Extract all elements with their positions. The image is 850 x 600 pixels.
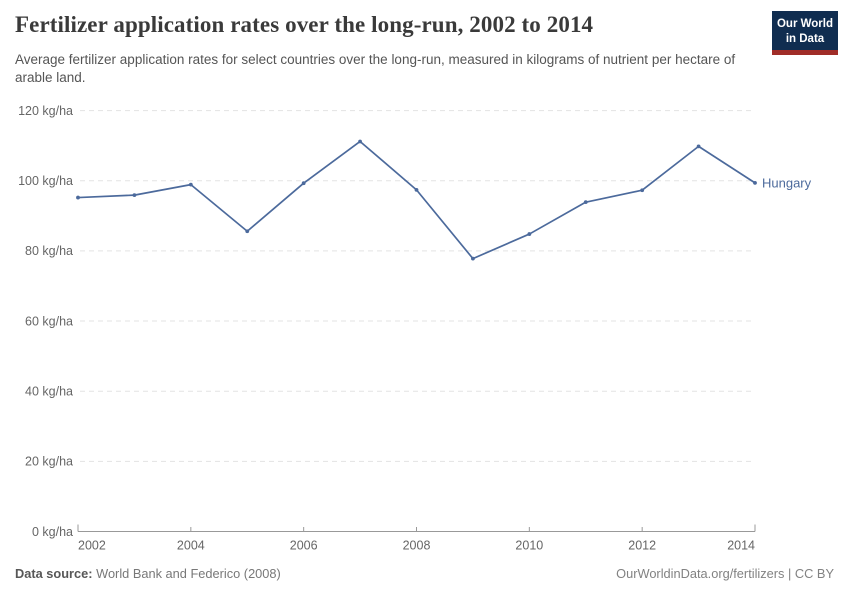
- chart-footer: Data source: World Bank and Federico (20…: [15, 566, 834, 581]
- owid-logo-line1: Our World: [776, 18, 833, 30]
- data-source: Data source: World Bank and Federico (20…: [15, 566, 281, 581]
- page-title: Fertilizer application rates over the lo…: [15, 12, 594, 37]
- owid-logo[interactable]: Our World in Data: [772, 11, 838, 56]
- data-point[interactable]: [753, 180, 757, 185]
- data-point[interactable]: [471, 256, 475, 261]
- data-source-text: World Bank and Federico (2008): [96, 566, 281, 581]
- chart-subtitle: Average fertilizer application rates for…: [15, 52, 736, 85]
- x-axis-tick-label: 2010: [515, 539, 543, 553]
- data-point[interactable]: [132, 193, 137, 198]
- data-line-hungary[interactable]: [77, 140, 756, 260]
- data-point[interactable]: [358, 139, 362, 144]
- x-axis-tick-label: 2006: [290, 539, 318, 553]
- y-axis-tick-label: 80 kg/ha: [25, 244, 73, 258]
- x-axis-tick-label: 2008: [403, 539, 431, 553]
- y-axis-tick-label: 100 kg/ha: [18, 174, 73, 188]
- x-axis-tick-label: 2002: [78, 539, 106, 553]
- data-source-label: Data source:: [15, 566, 93, 581]
- data-point[interactable]: [414, 187, 419, 192]
- x-axis-tick-label: 2012: [628, 539, 656, 553]
- data-point[interactable]: [245, 229, 250, 234]
- owid-logo-line2: in Data: [785, 32, 825, 45]
- x-axis-tick-label: 2014: [727, 539, 755, 553]
- x-axis-tick-label: 2004: [177, 539, 205, 553]
- credit-link[interactable]: OurWorldinData.org/fertilizers | CC BY: [616, 566, 834, 581]
- data-point[interactable]: [696, 144, 701, 149]
- y-axis-tick-label: 20 kg/ha: [25, 455, 73, 469]
- data-point[interactable]: [188, 182, 193, 187]
- data-point[interactable]: [583, 200, 588, 205]
- data-point[interactable]: [76, 195, 80, 200]
- y-axis-tick-label: 60 kg/ha: [25, 314, 73, 328]
- y-axis-tick-label: 0 kg/ha: [32, 525, 73, 539]
- series-end-label[interactable]: Hungary: [762, 175, 812, 190]
- data-point[interactable]: [640, 188, 645, 193]
- y-axis-tick-label: 40 kg/ha: [25, 385, 73, 399]
- data-point[interactable]: [301, 181, 306, 186]
- data-point[interactable]: [527, 232, 532, 236]
- y-axis-tick-label: 120 kg/ha: [18, 104, 73, 118]
